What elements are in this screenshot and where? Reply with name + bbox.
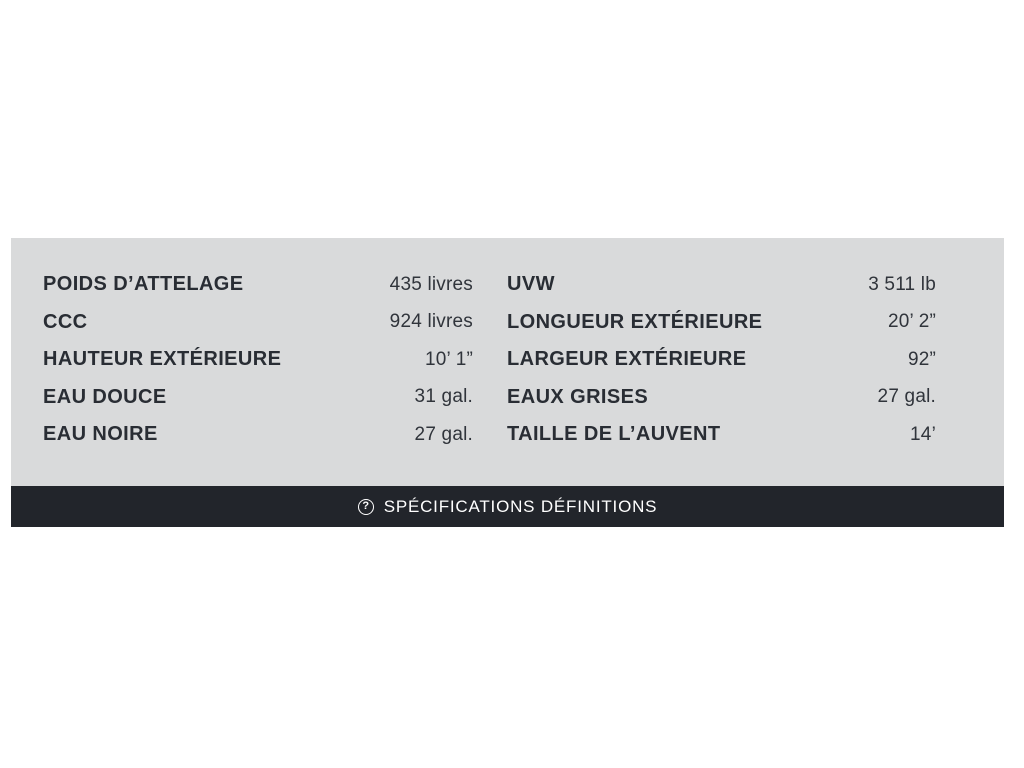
spec-row-ccc: CCC 924 livres	[43, 304, 473, 342]
specifications-definitions-bar[interactable]: ? SPÉCIFICATIONS DÉFINITIONS	[11, 486, 1004, 527]
spec-label: TAILLE DE L’AUVENT	[507, 423, 721, 446]
spec-label: EAU DOUCE	[43, 385, 167, 408]
spec-label: POIDS D’ATTELAGE	[43, 273, 244, 296]
spec-column-left: POIDS D’ATTELAGE 435 livres CCC 924 livr…	[43, 266, 473, 486]
spec-value: 92”	[907, 348, 936, 370]
spec-label: LARGEUR EXTÉRIEURE	[507, 348, 747, 371]
spec-value: 10’ 1”	[424, 348, 473, 370]
definitions-bar-label: SPÉCIFICATIONS DÉFINITIONS	[383, 496, 658, 516]
spec-value: 27 gal.	[877, 386, 936, 408]
spec-row-eau-noire: EAU NOIRE 27 gal.	[43, 416, 473, 454]
spec-row-eaux-grises: EAUX GRISES 27 gal.	[507, 379, 936, 417]
spec-row-taille-auvent: TAILLE DE L’AUVENT 14’	[507, 416, 936, 454]
spec-row-largeur-exterieure: LARGEUR EXTÉRIEURE 92”	[507, 341, 936, 379]
spec-row-uvw: UVW 3 511 lb	[507, 266, 936, 304]
question-mark-circle-icon: ?	[357, 498, 374, 515]
spec-row-longueur-exterieure: LONGUEUR EXTÉRIEURE 20’ 2”	[507, 304, 936, 342]
spec-value: 20’ 2”	[887, 311, 936, 333]
spec-value: 27 gal.	[414, 423, 473, 445]
spec-value: 14’	[910, 423, 936, 445]
spec-row-eau-douce: EAU DOUCE 31 gal.	[43, 379, 473, 417]
spec-label: EAUX GRISES	[507, 385, 649, 408]
spec-value: 31 gal.	[414, 386, 473, 408]
spec-label: LONGUEUR EXTÉRIEURE	[507, 310, 763, 333]
spec-value: 435 livres	[389, 273, 473, 295]
spec-row-poids-attelage: POIDS D’ATTELAGE 435 livres	[43, 266, 473, 304]
spec-value: 924 livres	[389, 311, 473, 333]
spec-column-right: UVW 3 511 lb LONGUEUR EXTÉRIEURE 20’ 2” …	[507, 266, 936, 486]
specifications-panel: POIDS D’ATTELAGE 435 livres CCC 924 livr…	[11, 238, 1004, 486]
spec-label: EAU NOIRE	[43, 423, 158, 446]
spec-label: UVW	[507, 273, 555, 296]
spec-label: CCC	[43, 310, 88, 333]
spec-label: HAUTEUR EXTÉRIEURE	[43, 348, 282, 371]
spec-value: 3 511 lb	[868, 273, 936, 295]
spec-row-hauteur-exterieure: HAUTEUR EXTÉRIEURE 10’ 1”	[43, 341, 473, 379]
specifications-definitions-link[interactable]: ? SPÉCIFICATIONS DÉFINITIONS	[357, 496, 658, 517]
